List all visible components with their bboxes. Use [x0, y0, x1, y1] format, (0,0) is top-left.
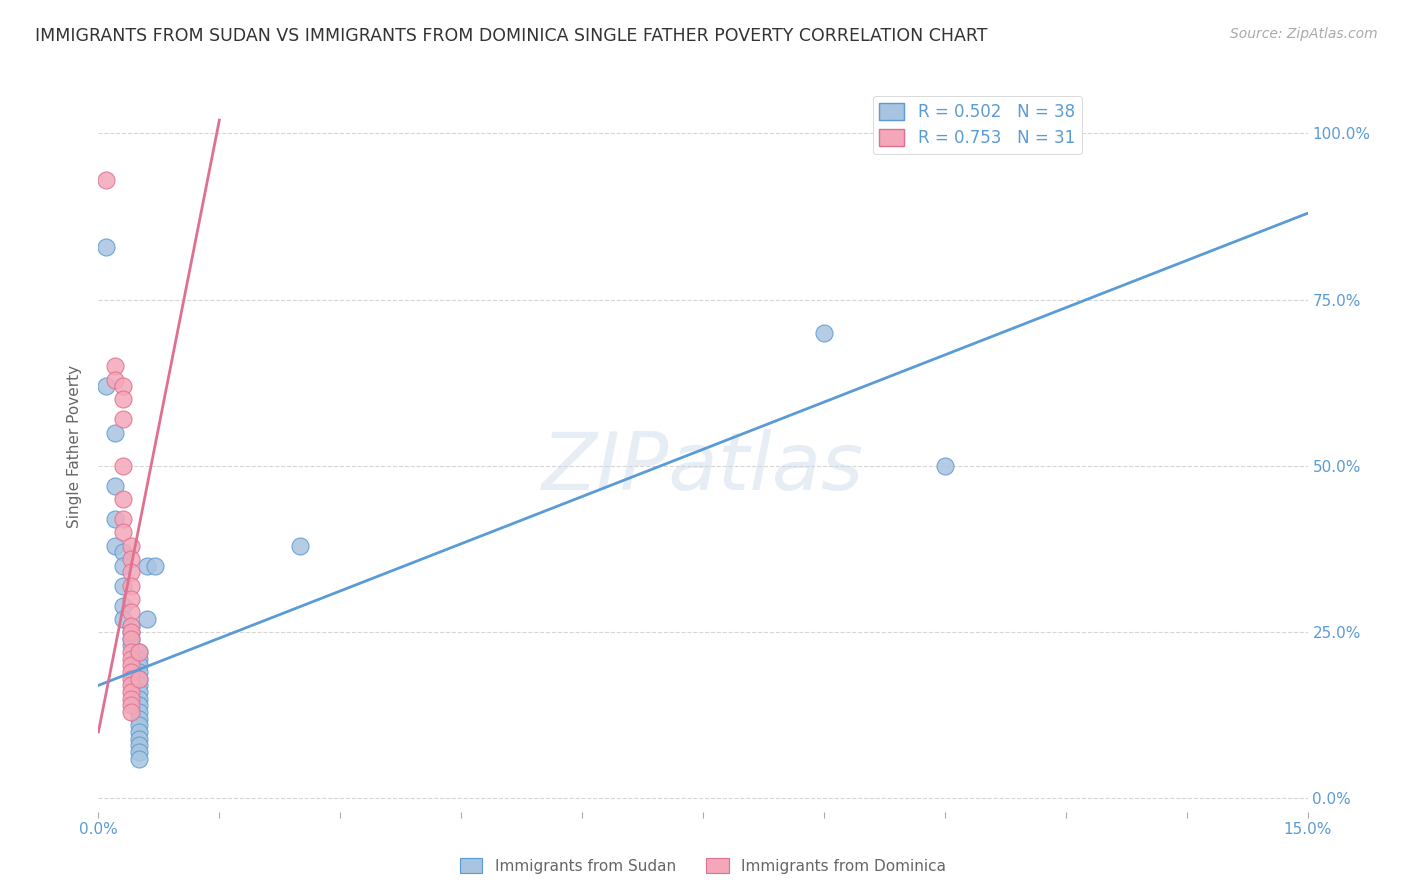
Point	[135, 558, 157, 573]
Point	[135, 612, 157, 626]
Point	[111, 525, 134, 540]
Point	[111, 379, 134, 393]
Point	[96, 239, 118, 253]
Point	[128, 751, 150, 765]
Point	[111, 392, 134, 407]
Point	[128, 672, 150, 686]
Point	[120, 566, 142, 580]
Point	[128, 678, 150, 692]
Legend: R = 0.502   N = 38, R = 0.753   N = 31: R = 0.502 N = 38, R = 0.753 N = 31	[873, 96, 1081, 154]
Point	[128, 652, 150, 666]
Point	[128, 725, 150, 739]
Point	[111, 412, 134, 426]
Point	[120, 672, 142, 686]
Point	[128, 672, 150, 686]
Point	[288, 539, 311, 553]
Point	[111, 545, 134, 559]
Point	[120, 705, 142, 719]
Point	[120, 618, 142, 632]
Point	[128, 731, 150, 746]
Point	[120, 658, 142, 673]
Point	[120, 632, 142, 646]
Point	[813, 326, 835, 340]
Point	[96, 379, 118, 393]
Point	[120, 552, 142, 566]
Point	[128, 718, 150, 732]
Point	[120, 618, 142, 632]
Point	[111, 558, 134, 573]
Legend: Immigrants from Sudan, Immigrants from Dominica: Immigrants from Sudan, Immigrants from D…	[453, 852, 953, 880]
Point	[120, 539, 142, 553]
Point	[111, 579, 134, 593]
Point	[120, 625, 142, 640]
Point	[128, 745, 150, 759]
Point	[120, 639, 142, 653]
Point	[120, 625, 142, 640]
Text: Source: ZipAtlas.com: Source: ZipAtlas.com	[1230, 27, 1378, 41]
Y-axis label: Single Father Poverty: Single Father Poverty	[67, 365, 83, 527]
Point	[128, 658, 150, 673]
Point	[128, 691, 150, 706]
Text: ZIPatlas: ZIPatlas	[541, 429, 865, 507]
Point	[120, 632, 142, 646]
Point	[120, 591, 142, 606]
Point	[128, 665, 150, 679]
Point	[111, 458, 134, 473]
Point	[103, 372, 125, 386]
Point	[128, 645, 150, 659]
Point	[103, 479, 125, 493]
Point	[120, 665, 142, 679]
Point	[111, 492, 134, 507]
Point	[120, 605, 142, 619]
Point	[111, 512, 134, 526]
Point	[111, 612, 134, 626]
Point	[128, 712, 150, 726]
Point	[103, 425, 125, 440]
Point	[128, 685, 150, 699]
Point	[120, 652, 142, 666]
Point	[120, 579, 142, 593]
Point	[103, 359, 125, 374]
Text: IMMIGRANTS FROM SUDAN VS IMMIGRANTS FROM DOMINICA SINGLE FATHER POVERTY CORRELAT: IMMIGRANTS FROM SUDAN VS IMMIGRANTS FROM…	[35, 27, 987, 45]
Point	[120, 691, 142, 706]
Point	[934, 458, 956, 473]
Point	[111, 599, 134, 613]
Point	[143, 558, 166, 573]
Point	[103, 512, 125, 526]
Point	[128, 705, 150, 719]
Point	[128, 698, 150, 713]
Point	[103, 539, 125, 553]
Point	[96, 173, 118, 187]
Point	[120, 685, 142, 699]
Point	[120, 678, 142, 692]
Point	[128, 645, 150, 659]
Point	[128, 738, 150, 752]
Point	[120, 645, 142, 659]
Point	[120, 698, 142, 713]
